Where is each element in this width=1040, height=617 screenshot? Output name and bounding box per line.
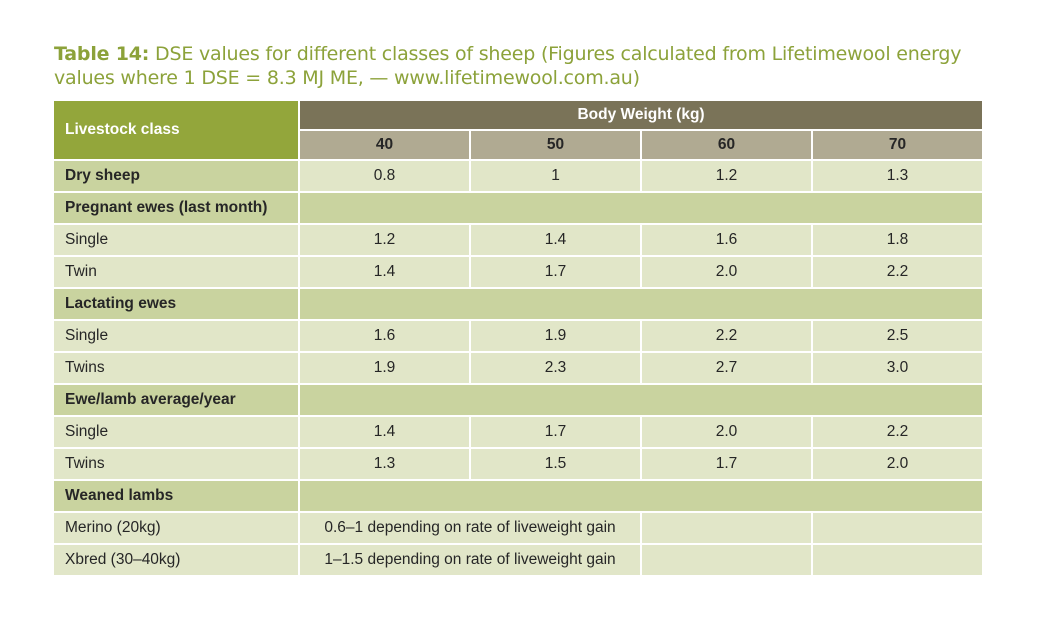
weight-header-60: 60 [640, 129, 813, 161]
cell-value: 1.7 [640, 447, 813, 481]
row-label: Xbred (30–40kg) [52, 543, 300, 577]
cell-value: 2.2 [810, 415, 985, 449]
row-label: Twins [52, 351, 300, 385]
table-row: Dry sheep 0.8 1 1.2 1.3 [52, 159, 985, 193]
cell-value: 1.6 [640, 223, 813, 257]
header-row-group: Livestock class Body Weight (kg) [52, 99, 985, 161]
row-label: Single [52, 319, 300, 353]
category-label: Ewe/lamb average/year [52, 383, 300, 417]
cell-value: 2.7 [640, 351, 813, 385]
header-row-weights: 40 50 60 70 [53, 129, 985, 161]
table-row: Twins 1.9 2.3 2.7 3.0 [52, 351, 985, 385]
weight-header-50: 50 [469, 129, 642, 161]
cell-value: 1.4 [469, 223, 642, 257]
cell-value: 2.2 [640, 319, 813, 353]
category-row: Pregnant ewes (last month) [52, 191, 985, 225]
row-label: Twin [52, 255, 300, 289]
category-spacer [297, 287, 985, 321]
cell-value: 2.0 [640, 255, 813, 289]
weight-header-40: 40 [298, 129, 471, 161]
category-spacer [297, 383, 985, 417]
weight-header-70: 70 [810, 129, 985, 161]
cell-value: 1.4 [298, 415, 471, 449]
cell-value: 1.9 [469, 319, 642, 353]
category-row: Weaned lambs [52, 479, 985, 513]
cell-value: 1.3 [810, 159, 985, 193]
cell-empty [810, 511, 985, 545]
cell-empty [810, 543, 985, 577]
livestock-class-header: Livestock class [52, 99, 300, 161]
cell-empty [640, 543, 813, 577]
cell-note: 0.6–1 depending on rate of liveweight ga… [298, 511, 642, 545]
table-caption: Table 14: DSE values for different class… [54, 42, 994, 90]
table-row: Single 1.2 1.4 1.6 1.8 [52, 223, 985, 257]
category-spacer [297, 479, 985, 513]
row-label: Single [52, 223, 300, 257]
row-label: Dry sheep [52, 159, 300, 193]
cell-value: 2.3 [469, 351, 642, 385]
cell-value: 1.2 [640, 159, 813, 193]
table-row: Xbred (30–40kg) 1–1.5 depending on rate … [52, 543, 985, 577]
dse-table: Livestock class Body Weight (kg) 40 50 6… [52, 99, 985, 577]
row-label: Single [52, 415, 300, 449]
category-spacer [297, 191, 985, 225]
category-label: Lactating ewes [52, 287, 300, 321]
caption-text: DSE values for different classes of shee… [54, 43, 962, 89]
category-row: Ewe/lamb average/year [52, 383, 985, 417]
cell-value: 1.7 [469, 415, 642, 449]
table-row: Twin 1.4 1.7 2.0 2.2 [52, 255, 985, 289]
caption-label: Table 14: [54, 43, 150, 65]
cell-value: 2.5 [810, 319, 985, 353]
cell-value: 1.9 [298, 351, 471, 385]
row-label: Merino (20kg) [52, 511, 300, 545]
category-row: Lactating ewes [52, 287, 985, 321]
cell-value: 0.8 [298, 159, 471, 193]
table-row: Single 1.4 1.7 2.0 2.2 [52, 415, 985, 449]
cell-value: 1.2 [298, 223, 471, 257]
cell-value: 2.0 [640, 415, 813, 449]
body-weight-header: Body Weight (kg) [297, 99, 985, 131]
category-label: Weaned lambs [52, 479, 300, 513]
cell-note: 1–1.5 depending on rate of liveweight ga… [298, 543, 642, 577]
cell-value: 1.3 [298, 447, 471, 481]
cell-value: 1.6 [298, 319, 471, 353]
cell-value: 2.0 [810, 447, 985, 481]
cell-value: 1.7 [469, 255, 642, 289]
cell-value: 2.2 [810, 255, 985, 289]
table-row: Twins 1.3 1.5 1.7 2.0 [52, 447, 985, 481]
table-row: Merino (20kg) 0.6–1 depending on rate of… [52, 511, 985, 545]
cell-value: 1.5 [469, 447, 642, 481]
row-label: Twins [52, 447, 300, 481]
cell-value: 1 [469, 159, 642, 193]
table-row: Single 1.6 1.9 2.2 2.5 [52, 319, 985, 353]
category-label: Pregnant ewes (last month) [52, 191, 300, 225]
cell-empty [640, 511, 813, 545]
cell-value: 1.8 [810, 223, 985, 257]
cell-value: 1.4 [298, 255, 471, 289]
cell-value: 3.0 [810, 351, 985, 385]
